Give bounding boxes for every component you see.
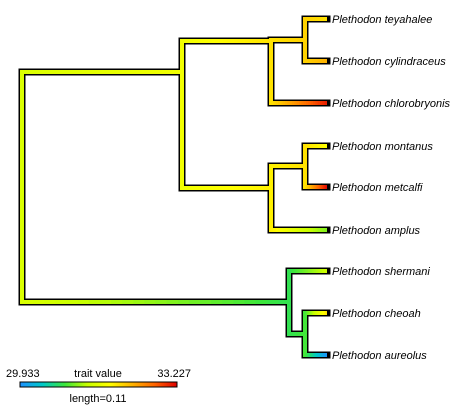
legend-min-label: 29.933: [6, 368, 40, 380]
tip-label-teyahalee: Plethodon teyahalee: [332, 14, 432, 26]
tip-label-montanus: Plethodon montanus: [332, 141, 433, 153]
color-legend: 29.933 trait value 33.227 length=0.11: [6, 368, 191, 405]
tip-label-aureolus: Plethodon aureolus: [332, 350, 427, 362]
tree-layer: [18, 15, 331, 359]
legend-scale-label: length=0.11: [70, 393, 127, 405]
branch-fills: [20, 17, 327, 357]
legend-color-bar: [19, 381, 178, 388]
branch-outlines: [18, 15, 331, 359]
legend-max-label: 33.227: [157, 368, 191, 380]
tip-label-shermani: Plethodon shermani: [332, 266, 430, 278]
tip-label-cylindraceus: Plethodon cylindraceus: [332, 56, 446, 68]
tip-label-metcalfi: Plethodon metcalfi: [332, 182, 423, 194]
tip-label-cheoah: Plethodon cheoah: [332, 308, 421, 320]
legend-title: trait value: [74, 368, 122, 380]
tip-label-chlorobryonis: Plethodon chlorobryonis: [332, 98, 451, 110]
tip-label-amplus: Plethodon amplus: [332, 225, 421, 237]
tip-labels: Plethodon teyahalee Plethodon cylindrace…: [332, 14, 451, 362]
